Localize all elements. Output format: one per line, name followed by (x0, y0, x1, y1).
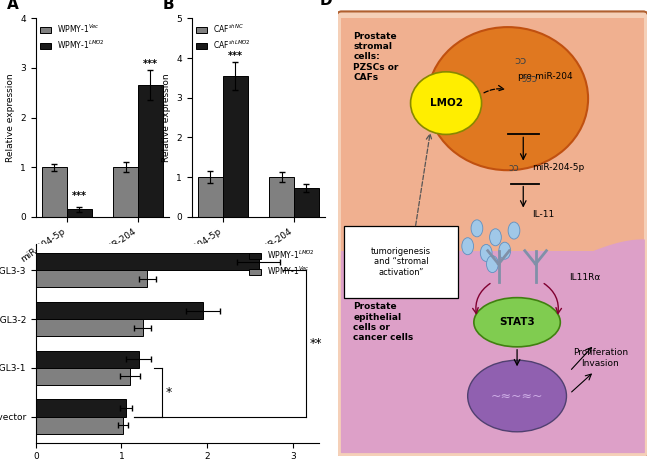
Circle shape (508, 222, 520, 239)
FancyBboxPatch shape (337, 12, 648, 459)
Legend: CAF$^{shNC}$, CAF$^{shLMO2}$: CAF$^{shNC}$, CAF$^{shLMO2}$ (196, 22, 251, 51)
Text: LMO2: LMO2 (430, 98, 463, 108)
Ellipse shape (428, 27, 588, 170)
Y-axis label: Relative expression: Relative expression (6, 73, 15, 162)
Ellipse shape (474, 298, 560, 347)
Text: ↄↄ: ↄↄ (514, 56, 526, 65)
Bar (294, 188, 319, 217)
Circle shape (489, 229, 501, 246)
FancyBboxPatch shape (344, 226, 458, 298)
Bar (36, 368, 130, 385)
Bar (269, 177, 294, 217)
Bar (36, 271, 147, 288)
Bar (113, 167, 138, 217)
Text: IL11Rα: IL11Rα (569, 273, 601, 282)
Bar (67, 209, 92, 217)
Text: ***: *** (227, 51, 242, 61)
Text: A: A (6, 0, 18, 12)
Bar (138, 85, 163, 217)
Text: Prostate
stromal
cells:
PZSCs or
CAFs: Prostate stromal cells: PZSCs or CAFs (354, 31, 399, 82)
Text: miR-204-5p: miR-204-5p (532, 164, 585, 172)
Bar (42, 167, 67, 217)
Ellipse shape (468, 360, 567, 432)
Ellipse shape (411, 72, 482, 135)
Text: tumorigenesis
and “stromal
activation”: tumorigenesis and “stromal activation” (371, 247, 432, 277)
Bar (36, 319, 143, 336)
Text: pre-miR-204: pre-miR-204 (517, 72, 573, 81)
Text: ***: *** (72, 191, 86, 201)
Text: IL-11: IL-11 (532, 210, 554, 219)
Y-axis label: Relative expression: Relative expression (162, 73, 171, 162)
Circle shape (471, 220, 483, 237)
Circle shape (499, 242, 511, 259)
Circle shape (486, 255, 499, 272)
Bar (36, 254, 259, 271)
Legend: WPMY-1$^{LMO2}$, WPMY-1$^{Vec}$: WPMY-1$^{LMO2}$, WPMY-1$^{Vec}$ (250, 248, 315, 277)
Bar (36, 416, 123, 433)
Circle shape (462, 238, 474, 255)
Bar (36, 399, 125, 416)
Text: ↄↄↄ: ↄↄↄ (521, 74, 538, 83)
Bar (36, 351, 138, 368)
Bar (36, 302, 203, 319)
Bar (198, 177, 223, 217)
Text: ↄↄ: ↄↄ (508, 163, 519, 173)
Text: ***: *** (143, 59, 158, 70)
FancyBboxPatch shape (341, 251, 644, 452)
Text: STAT3: STAT3 (499, 317, 535, 327)
Legend: WPMY-1$^{Vec}$, WPMY-1$^{LMO2}$: WPMY-1$^{Vec}$, WPMY-1$^{LMO2}$ (40, 22, 105, 51)
Text: D: D (320, 0, 332, 8)
Text: B: B (162, 0, 174, 12)
Text: **: ** (310, 337, 322, 350)
Bar (223, 76, 248, 217)
Text: Prostate
epithelial
cells or
cancer cells: Prostate epithelial cells or cancer cell… (354, 302, 413, 343)
Circle shape (480, 244, 492, 261)
Text: Proliferation
Invasion: Proliferation Invasion (573, 349, 628, 368)
Text: ~≈~≈~: ~≈~≈~ (491, 390, 543, 402)
Polygon shape (341, 18, 644, 255)
Text: *: * (166, 386, 172, 399)
